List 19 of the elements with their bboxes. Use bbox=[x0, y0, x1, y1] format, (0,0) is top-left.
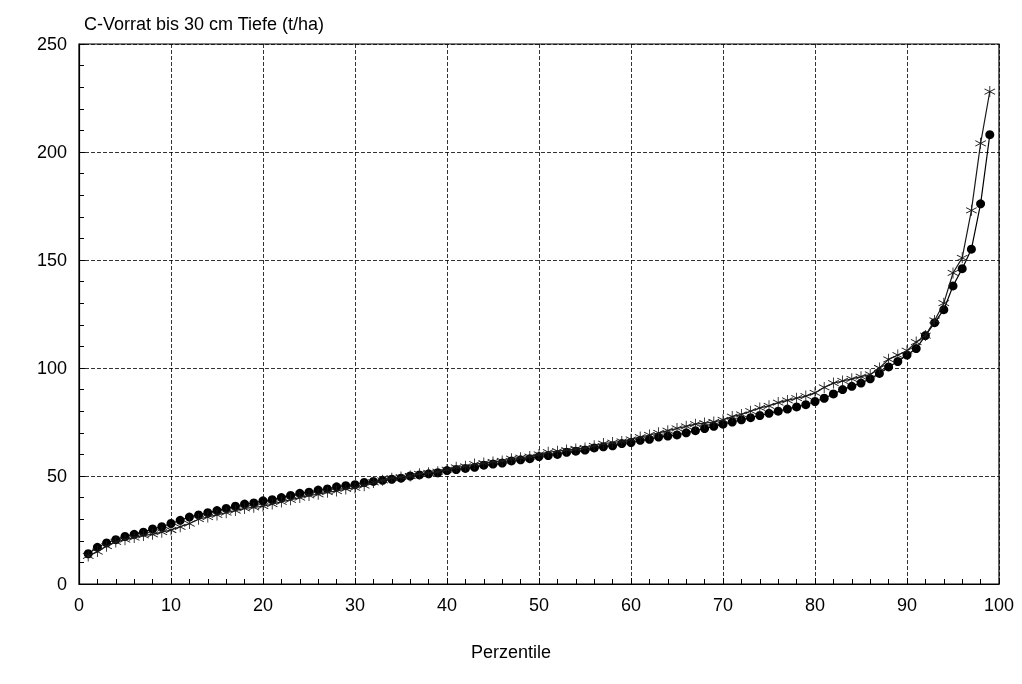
x-axis-title: Perzentile bbox=[470, 642, 552, 662]
y-tick-label: 50 bbox=[46, 466, 67, 486]
y-tick-label: 100 bbox=[36, 358, 67, 378]
x-tick-label: 80 bbox=[804, 595, 826, 615]
x-tick-label: 30 bbox=[344, 595, 366, 615]
x-tick-label: 100 bbox=[983, 595, 1015, 615]
y-tick-label: 0 bbox=[56, 574, 67, 594]
y-tick-label: 150 bbox=[36, 250, 67, 270]
x-tick-label: 10 bbox=[160, 595, 182, 615]
x-tick-label: 0 bbox=[73, 595, 85, 615]
x-tick-label: 20 bbox=[252, 595, 274, 615]
x-tick-label: 40 bbox=[436, 595, 458, 615]
x-tick-label: 90 bbox=[896, 595, 918, 615]
y-axis-title: C-Vorrat bis 30 cm Tiefe (t/ha) bbox=[84, 14, 325, 34]
x-tick-label: 60 bbox=[620, 595, 642, 615]
x-tick-label: 70 bbox=[712, 595, 734, 615]
x-tick-label: 50 bbox=[528, 595, 550, 615]
y-tick-label: 250 bbox=[36, 34, 67, 54]
y-tick-label: 200 bbox=[36, 142, 67, 162]
